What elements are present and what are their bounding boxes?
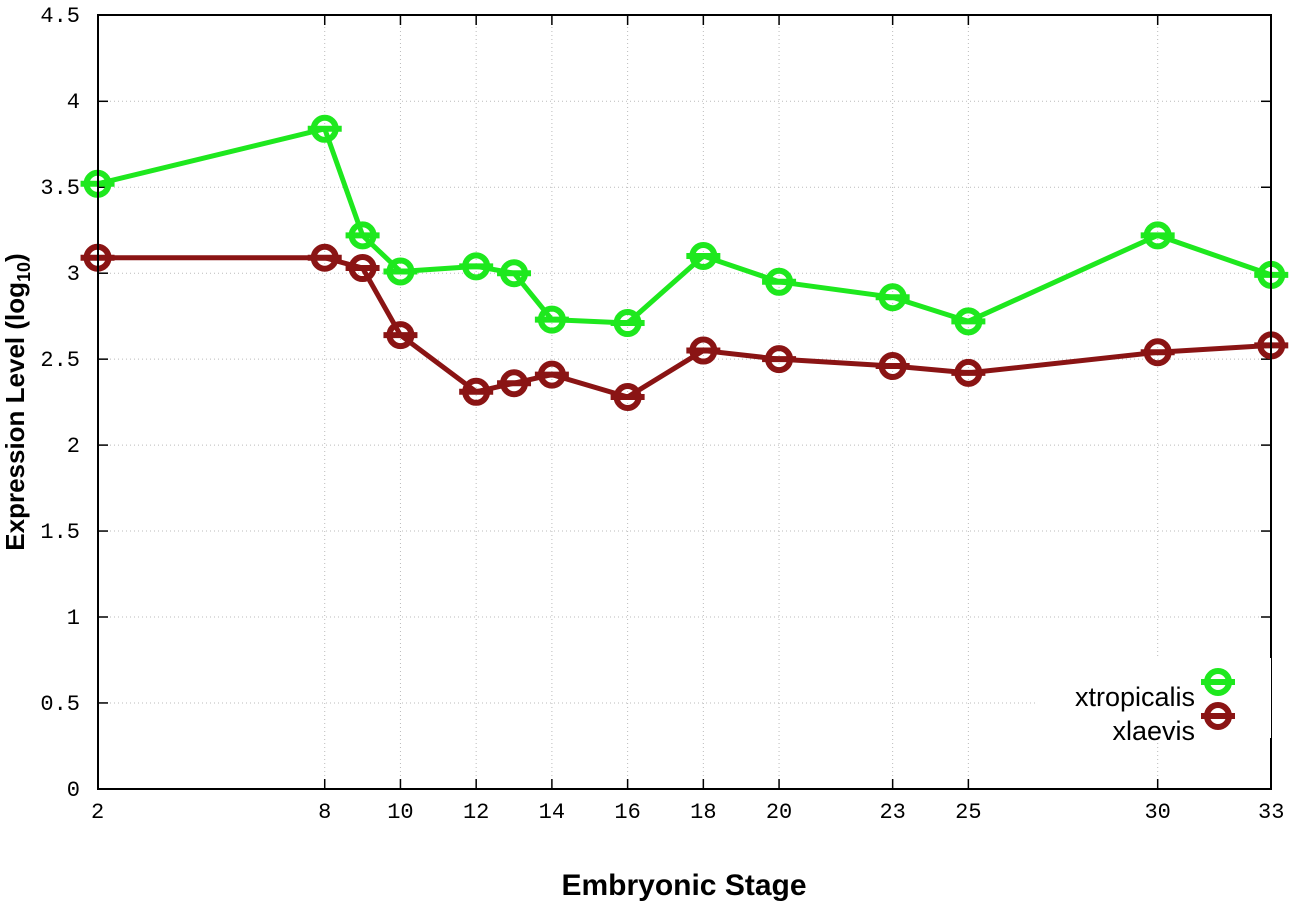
svg-text:14: 14 — [539, 800, 565, 825]
svg-text:18: 18 — [690, 800, 716, 825]
svg-text:4.5: 4.5 — [40, 4, 80, 29]
svg-text:33: 33 — [1258, 800, 1284, 825]
svg-text:30: 30 — [1144, 800, 1170, 825]
svg-text:12: 12 — [463, 800, 489, 825]
svg-text:16: 16 — [614, 800, 640, 825]
svg-text:2.5: 2.5 — [40, 348, 80, 373]
svg-text:8: 8 — [318, 800, 331, 825]
svg-text:3: 3 — [67, 262, 80, 287]
svg-text:0.5: 0.5 — [40, 692, 80, 717]
svg-text:0: 0 — [67, 778, 80, 803]
svg-text:25: 25 — [955, 800, 981, 825]
svg-text:1.5: 1.5 — [40, 520, 80, 545]
svg-text:1: 1 — [67, 606, 80, 631]
svg-text:2: 2 — [67, 434, 80, 459]
svg-text:xlaevis: xlaevis — [1112, 716, 1195, 746]
svg-text:20: 20 — [766, 800, 792, 825]
svg-text:xtropicalis: xtropicalis — [1075, 682, 1195, 712]
svg-text:Embryonic Stage: Embryonic Stage — [561, 869, 806, 902]
svg-text:2: 2 — [91, 800, 104, 825]
svg-text:23: 23 — [879, 800, 905, 825]
svg-text:10: 10 — [387, 800, 413, 825]
svg-text:4: 4 — [67, 90, 80, 115]
svg-text:3.5: 3.5 — [40, 176, 80, 201]
